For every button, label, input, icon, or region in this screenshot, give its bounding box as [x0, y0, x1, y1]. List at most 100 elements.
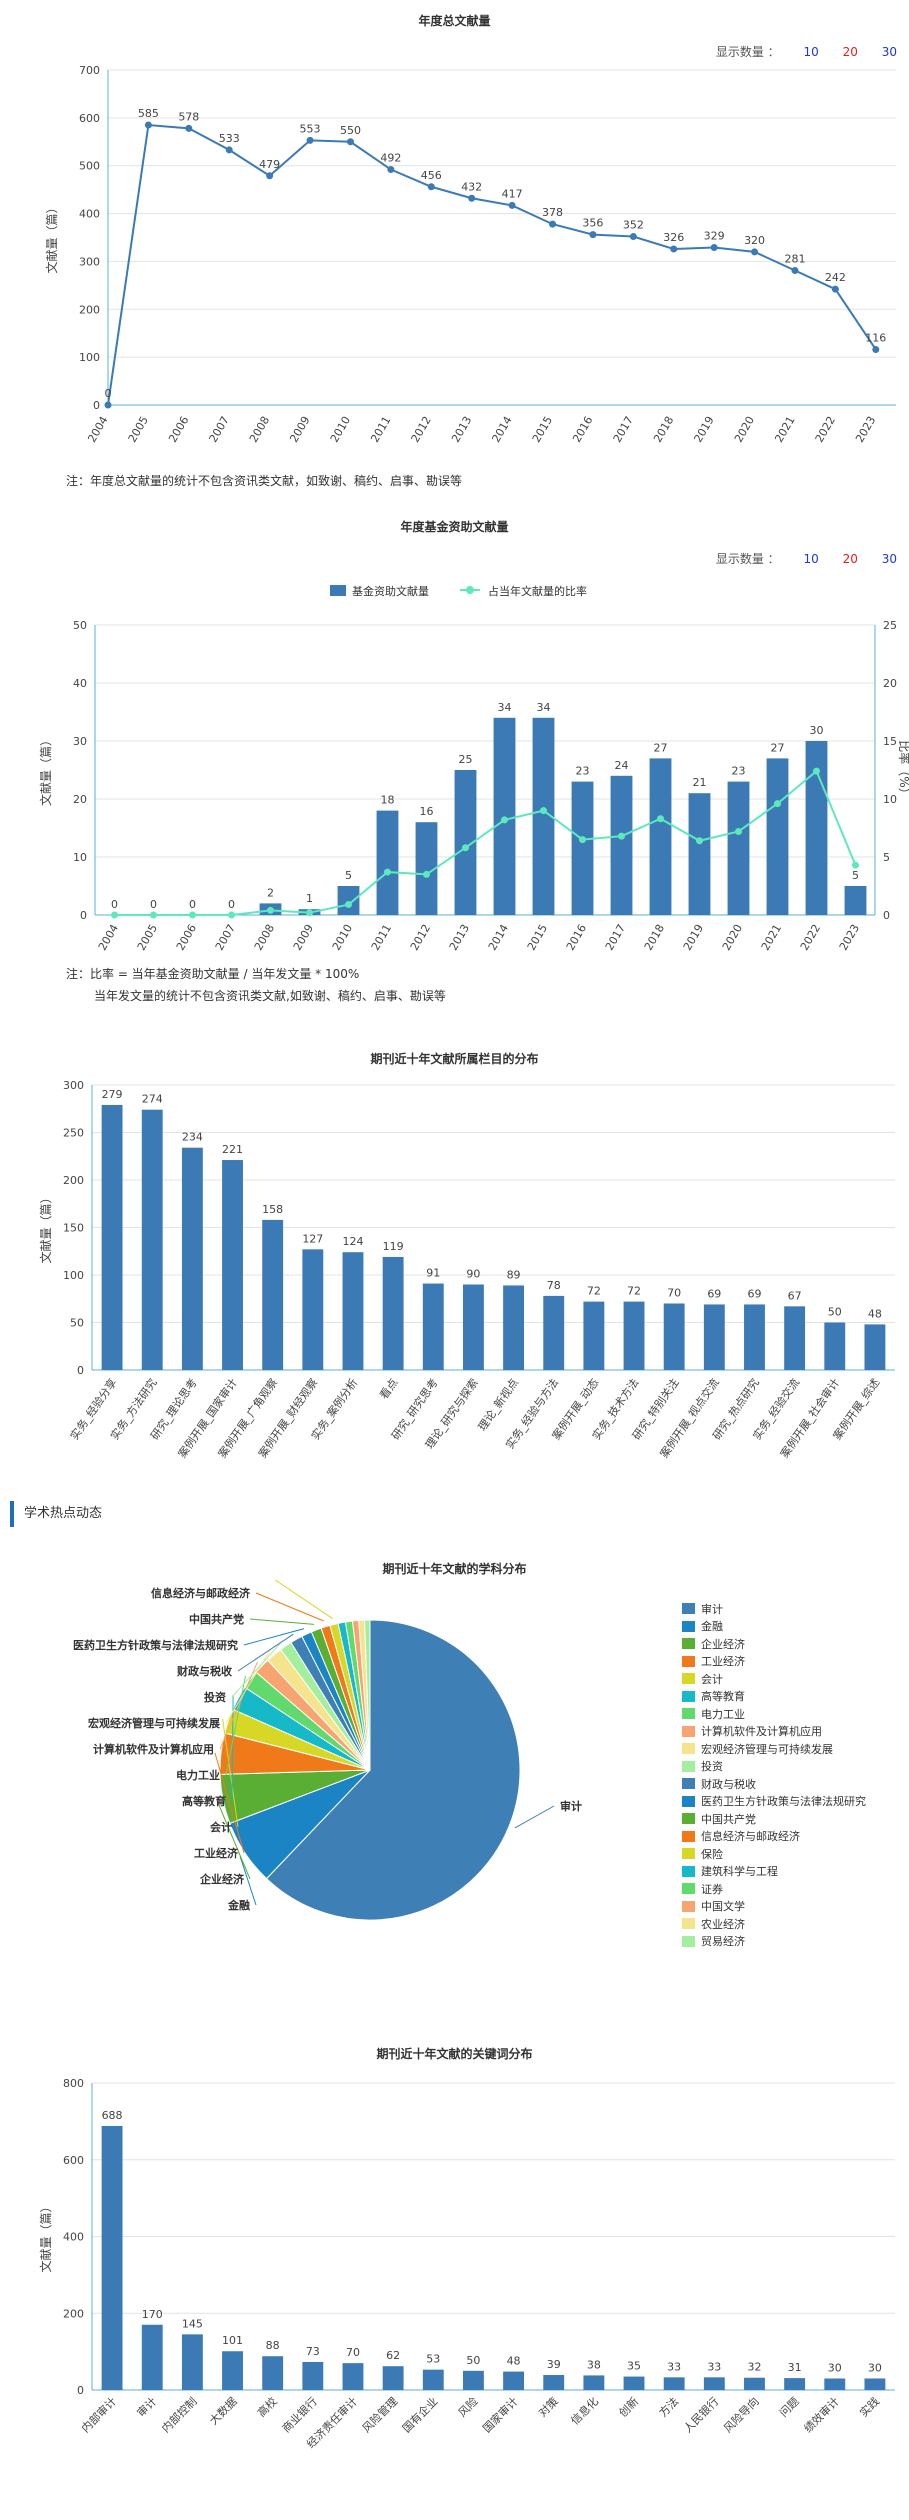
- data-label: 0: [228, 898, 235, 911]
- x-tick-label: 2020: [732, 414, 757, 445]
- data-point: [710, 244, 718, 252]
- pie-slice-label: 信息经济与邮政经济: [151, 1586, 251, 1600]
- legend-item[interactable]: 农业经济: [682, 1915, 866, 1933]
- x-tick-label: 2010: [328, 414, 353, 445]
- column-distribution-chart: 0 50 100 150 200 250 300 文献量（篇） 279 274 234 221 158 1…: [38, 1079, 895, 1460]
- legend-label: 投资: [701, 1760, 723, 1774]
- data-label: 279: [102, 1088, 123, 1101]
- y-tick-label: 400: [79, 208, 100, 221]
- bar: [824, 1322, 846, 1370]
- bar: [262, 1219, 284, 1370]
- legend-label: 金融: [701, 1620, 723, 1634]
- x-tick-label: 2014: [489, 414, 514, 445]
- legend-swatch: [682, 1813, 695, 1825]
- data-label: 91: [426, 1267, 440, 1280]
- data-point: [185, 124, 193, 132]
- legend-item[interactable]: 投资: [682, 1758, 866, 1776]
- x-tick-label: 理论_新视点: [475, 1376, 521, 1434]
- count-10-link[interactable]: 10: [803, 552, 819, 566]
- bar: [181, 1147, 203, 1370]
- legend-item[interactable]: 计算机软件及计算机应用: [682, 1723, 866, 1741]
- legend-swatch: [682, 1690, 695, 1702]
- y2-tick-label: 0: [883, 909, 890, 922]
- data-point: [629, 233, 637, 241]
- data-label: 67: [788, 1289, 802, 1302]
- data-label: 53: [426, 2353, 440, 2366]
- legend-label: 中国文学: [701, 1900, 745, 1914]
- x-tick-label: 2022: [813, 414, 838, 445]
- legend-item[interactable]: 医药卫生方针政策与法律法规研究: [682, 1793, 866, 1811]
- data-label: 70: [346, 2346, 360, 2359]
- bar: [805, 741, 828, 915]
- x-tick-label: 2008: [247, 414, 272, 445]
- legend-item[interactable]: 企业经济: [682, 1635, 866, 1653]
- x-tick-label: 风险: [455, 2394, 480, 2419]
- x-tick-label: 2009: [291, 922, 316, 953]
- legend-item[interactable]: 建筑科学与工程: [682, 1863, 866, 1881]
- data-point: [549, 220, 557, 228]
- x-tick-label: 2011: [369, 922, 394, 953]
- count-30-link[interactable]: 30: [881, 45, 897, 59]
- pie-slice-label: 会计: [210, 1820, 232, 1834]
- ratio-point: [111, 911, 118, 919]
- data-label: 356: [582, 217, 603, 230]
- data-label: 34: [498, 701, 512, 714]
- y-tick-label: 0: [93, 399, 100, 412]
- legend-item[interactable]: 贸易经济: [682, 1933, 866, 1951]
- legend-item[interactable]: 金融: [682, 1618, 866, 1636]
- data-label: 281: [784, 253, 805, 266]
- y-axis-label: 文献量（篇）: [38, 2200, 53, 2272]
- legend-item[interactable]: 保险: [682, 1845, 866, 1863]
- legend-label: 农业经济: [701, 1917, 745, 1931]
- data-point: [427, 183, 435, 191]
- legend-item[interactable]: 中国共产党: [682, 1810, 866, 1828]
- data-label: 329: [704, 230, 725, 243]
- legend-item[interactable]: 中国文学: [682, 1898, 866, 1916]
- bar: [703, 2377, 725, 2390]
- data-point: [468, 194, 476, 202]
- data-label: 550: [340, 124, 361, 137]
- bar: [376, 810, 399, 915]
- legend-item[interactable]: 证券: [682, 1880, 866, 1898]
- bar: [342, 1252, 364, 1370]
- bar: [382, 1256, 404, 1370]
- legend-item[interactable]: 宏观经济管理与可持续发展: [682, 1740, 866, 1758]
- data-label: 1: [306, 892, 313, 905]
- chart5-title: 期刊近十年文献的关键词分布: [376, 2047, 533, 2061]
- count-30-link[interactable]: 30: [881, 552, 897, 566]
- bar: [101, 2125, 123, 2390]
- data-label: 30: [810, 724, 824, 737]
- y-tick-label: 100: [79, 351, 100, 364]
- y-tick-label: 150: [63, 1222, 84, 1235]
- pie-slice: [265, 1619, 521, 1921]
- legend-item[interactable]: 审计: [682, 1600, 866, 1618]
- ratio-point: [696, 837, 703, 845]
- count-20-link[interactable]: 20: [842, 45, 858, 59]
- ratio-point: [306, 909, 313, 917]
- data-label: 70: [667, 1287, 681, 1300]
- x-tick-label: 2017: [603, 922, 628, 953]
- bar: [382, 2366, 404, 2390]
- legend-item[interactable]: 财政与税收: [682, 1775, 866, 1793]
- data-label: 2: [267, 886, 274, 899]
- count-20-link[interactable]: 20: [842, 552, 858, 566]
- ratio-point: [540, 807, 547, 815]
- legend-swatch: [682, 1830, 695, 1842]
- legend-item[interactable]: 信息经济与邮政经济: [682, 1828, 866, 1846]
- count-10-link[interactable]: 10: [803, 45, 819, 59]
- data-label: 72: [587, 1285, 601, 1298]
- data-label: 479: [259, 158, 280, 171]
- bar: [663, 2377, 685, 2390]
- legend-item[interactable]: 高等教育: [682, 1688, 866, 1706]
- data-label: 16: [420, 805, 434, 818]
- bar: [688, 793, 711, 915]
- data-point: [751, 248, 759, 256]
- pie-leader-line: [231, 1640, 283, 1698]
- y-tick-label: 300: [79, 255, 100, 268]
- legend-item[interactable]: 会计: [682, 1670, 866, 1688]
- y-tick-label: 0: [80, 909, 87, 922]
- y-tick-label: 50: [73, 619, 87, 632]
- y2-tick-label: 25: [883, 619, 897, 632]
- legend-item[interactable]: 电力工业: [682, 1705, 866, 1723]
- legend-item[interactable]: 工业经济: [682, 1653, 866, 1671]
